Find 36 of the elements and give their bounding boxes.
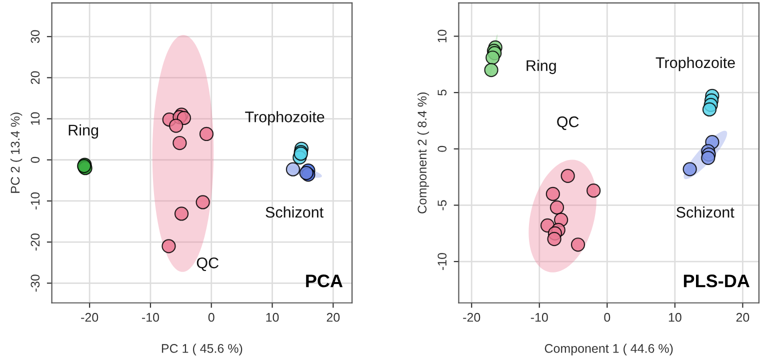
text: PCA [306, 274, 343, 288]
y-tick-label: -5 [438, 200, 447, 210]
x-tick-label: -10 [530, 312, 548, 322]
y-axis-title: Component 2 ( 8.4 %) [417, 92, 430, 214]
y-axis-title: PC 2 ( 13.4 %) [10, 112, 22, 193]
x-axis-title: Component 1 ( 44.6 %) [544, 344, 673, 356]
x-tick-label: 0 [208, 312, 214, 322]
series-label: Ring [68, 124, 98, 139]
text: QC [557, 116, 579, 130]
y-tick-label: 30 [30, 30, 40, 44]
y-tick-label: -30 [30, 274, 40, 292]
x-tick-label: 20 [326, 312, 340, 322]
text: Schizont [676, 206, 734, 218]
series-label: QC [196, 258, 219, 272]
x-tick-label: -20 [81, 312, 98, 322]
y-tick-label: -20 [30, 234, 40, 251]
x-tick-label: 10 [266, 312, 279, 322]
x-tick-label: 20 [736, 312, 750, 322]
y-tick-label: 0 [30, 156, 40, 163]
y-tick-label: 10 [30, 112, 40, 125]
y-tick-label: 10 [438, 30, 447, 42]
series-label: Ring [526, 60, 556, 74]
x-tick-label: -20 [463, 312, 480, 322]
series-label: Schizont [266, 206, 324, 218]
y-tick-label: -10 [438, 252, 447, 270]
x-tick-label: 10 [668, 312, 682, 322]
y-tick-label: 20 [30, 71, 40, 84]
x-axis-title: PC 1 ( 45.6 %) [162, 344, 242, 356]
series-label: Trophozoite [656, 56, 735, 72]
y-tick-label: -10 [30, 192, 40, 210]
x-tick-label: -10 [142, 312, 160, 322]
x-tick-label: 0 [604, 312, 610, 322]
y-tick-label: 0 [438, 146, 447, 152]
text: PLS-DA [684, 274, 750, 288]
y-tick-label: 5 [438, 90, 447, 96]
series-label: Trophozoite [245, 111, 324, 126]
